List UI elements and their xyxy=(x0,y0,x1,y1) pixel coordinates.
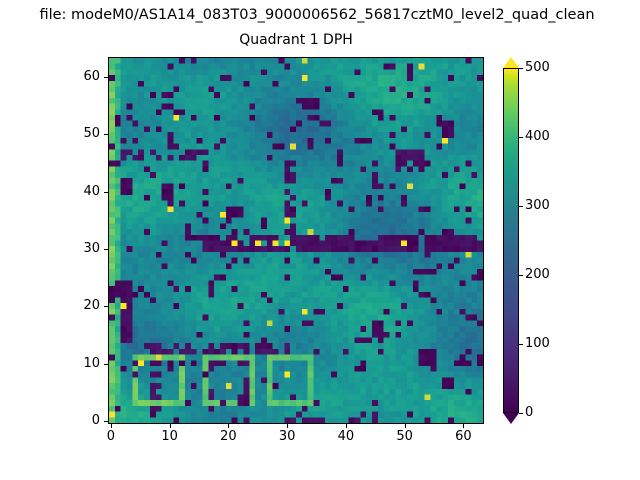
x-tick-mark xyxy=(110,424,112,428)
y-tick-mark xyxy=(104,363,108,365)
x-tick-mark xyxy=(169,424,171,428)
x-tick-label: 40 xyxy=(337,429,355,444)
colorbar-tick-mark xyxy=(519,206,523,207)
y-tick-label: 40 xyxy=(83,183,100,199)
colorbar-tick-mark xyxy=(519,413,523,414)
colorbar-tick-label: 100 xyxy=(525,336,550,351)
x-tick-label: 0 xyxy=(106,429,116,444)
figure-suptitle: file: modeM0/AS1A14_083T03_9000006562_56… xyxy=(0,6,640,25)
x-tick-label: 20 xyxy=(220,429,237,444)
axes-title: Quadrant 1 DPH xyxy=(239,32,353,48)
y-tick-label: 0 xyxy=(91,413,100,429)
colorbar-tick-mark xyxy=(519,68,523,69)
x-tick-mark xyxy=(287,424,289,428)
y-tick-mark xyxy=(104,134,108,136)
colorbar-tick-label: 400 xyxy=(525,129,550,144)
y-tick-label: 10 xyxy=(83,355,100,371)
colorbar-tick-label: 300 xyxy=(525,198,550,213)
y-tick-mark xyxy=(104,191,108,193)
y-tick-label: 20 xyxy=(83,298,100,314)
x-tick-label: 10 xyxy=(161,429,178,444)
colorbar-tick-label: 0 xyxy=(525,405,534,420)
x-tick-label: 30 xyxy=(278,429,296,444)
colorbar-tick-mark xyxy=(519,137,523,138)
y-tick-mark xyxy=(104,421,108,423)
colorbar-tick-mark xyxy=(519,275,523,276)
y-tick-mark xyxy=(104,306,108,308)
x-tick-mark xyxy=(228,424,230,428)
heatmap-image xyxy=(109,58,483,423)
colorbar-extend-max-arrow xyxy=(503,57,519,68)
y-tick-label: 60 xyxy=(83,69,100,85)
colorbar-gradient xyxy=(503,68,519,413)
colorbar-extend-min-arrow xyxy=(503,413,519,424)
x-tick-mark xyxy=(404,424,406,428)
colorbar xyxy=(503,57,519,424)
x-tick-label: 60 xyxy=(455,429,472,444)
x-tick-label: 50 xyxy=(396,429,413,444)
colorbar-tick-mark xyxy=(519,344,523,345)
x-tick-mark xyxy=(463,424,465,428)
heatmap-axes xyxy=(108,57,484,424)
x-tick-mark xyxy=(345,424,347,428)
y-tick-mark xyxy=(104,77,108,79)
colorbar-tick-label: 500 xyxy=(525,60,550,75)
suptitle-text: file: modeM0/AS1A14_083T03_9000006562_56… xyxy=(39,7,595,23)
y-tick-label: 50 xyxy=(83,126,100,142)
y-tick-label: 30 xyxy=(83,241,100,257)
y-tick-mark xyxy=(104,249,108,251)
colorbar-tick-label: 200 xyxy=(525,267,550,282)
